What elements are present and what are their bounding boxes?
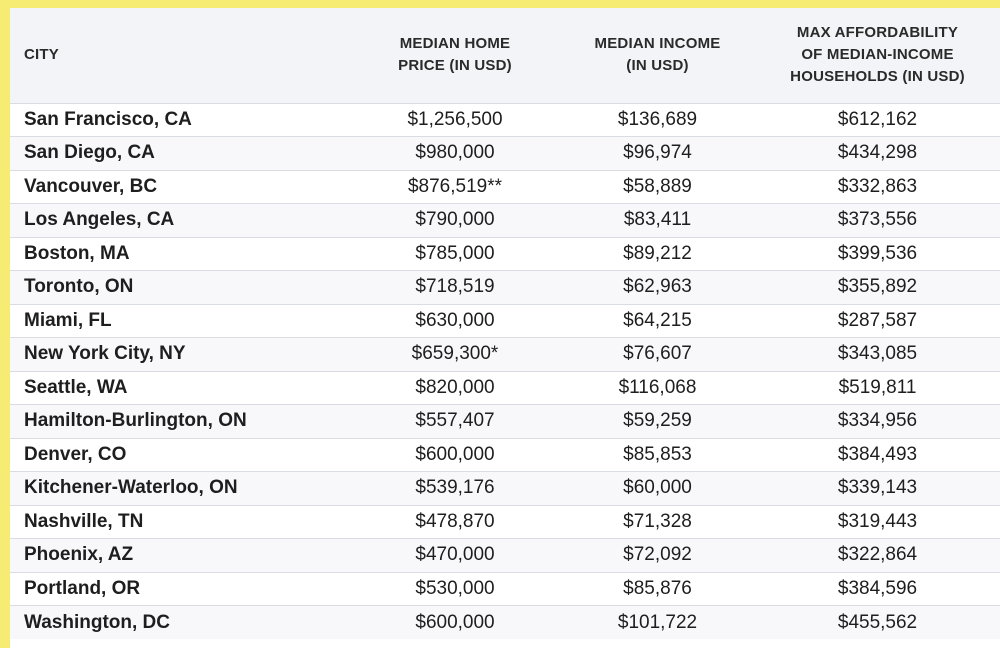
table-row: San Francisco, CA $1,256,500 $136,689 $612,… (10, 103, 1000, 137)
header-row: CITY MEDIAN HOME PRICE (IN USD) MEDIAN IN… (10, 8, 1000, 103)
max-affordability-cell: $399,536 (837, 242, 918, 264)
table-row: Seattle, WA $820,000 $116,068 $519,811 (10, 371, 1000, 405)
table-row: Boston, MA $785,000 $89,212 $399,536 (10, 237, 1000, 271)
table-row: Kitchener-Waterloo, ON $539,176 $60,000 $33… (10, 471, 1000, 505)
median-income-cell: $62,963 (623, 276, 692, 298)
median-income-cell: $64,215 (623, 309, 692, 331)
max-affordability-cell: $384,493 (837, 443, 918, 465)
column-header-median-income: MEDIAN INCOME (IN USD) (594, 35, 721, 75)
city-cell: Seattle, WA (24, 376, 128, 398)
table-row: Toronto, ON $718,519 $62,963 $355,892 (10, 270, 1000, 304)
city-cell: Washington, DC (24, 611, 170, 633)
median-income-cell: $89,212 (623, 242, 692, 264)
city-cell: Kitchener-Waterloo, ON (24, 477, 238, 499)
median-income-cell: $71,328 (623, 510, 692, 532)
max-affordability-cell: $332,863 (837, 175, 918, 197)
city-cell: Vancouver, BC (24, 175, 158, 197)
max-affordability-cell: $343,085 (837, 343, 918, 365)
table-row: Phoenix, AZ $470,000 $72,092 $322,864 (10, 538, 1000, 572)
city-cell: New York City, NY (24, 343, 186, 365)
table-row: New York City, NY $659,300* $76,607 $343,08… (10, 337, 1000, 371)
column-header-max-affordability: MAX AFFORDABILITY OF MEDIAN-INCOME HOUSEHO… (790, 24, 965, 86)
median-income-cell: $83,411 (623, 209, 692, 231)
table-row: San Diego, CA $980,000 $96,974 $434,298 (10, 136, 1000, 170)
median-home-price-cell: $600,000 (415, 611, 495, 633)
max-affordability-cell: $339,143 (837, 477, 918, 499)
median-home-price-cell: $630,000 (415, 309, 495, 331)
median-home-price-cell: $980,000 (415, 142, 495, 164)
median-home-price-cell: $470,000 (415, 544, 495, 566)
max-affordability-cell: $373,556 (837, 209, 918, 231)
city-cell: Boston, MA (24, 242, 130, 264)
median-home-price-cell: $478,870 (415, 510, 495, 532)
table-row: Vancouver, BC $876,519** $58,889 $332,863 (10, 170, 1000, 204)
max-affordability-cell: $287,587 (837, 309, 918, 331)
affordability-table: CITY MEDIAN HOME PRICE (IN USD) MEDIAN IN… (10, 8, 1000, 639)
city-cell: San Diego, CA (24, 142, 155, 164)
median-home-price-cell: $820,000 (415, 376, 495, 398)
max-affordability-cell: $319,443 (837, 510, 918, 532)
median-income-cell: $85,853 (623, 443, 692, 465)
column-header-median-home-price: MEDIAN HOME PRICE (IN USD) (398, 35, 512, 75)
table-header: CITY MEDIAN HOME PRICE (IN USD) MEDIAN IN… (10, 8, 1000, 103)
city-cell: Nashville, TN (24, 510, 144, 532)
median-home-price-cell: $785,000 (415, 242, 495, 264)
median-income-cell: $58,889 (623, 175, 692, 197)
table-body: San Francisco, CA $1,256,500 $136,689 $612,… (10, 103, 1000, 639)
median-income-cell: $60,000 (623, 477, 692, 499)
city-cell: Denver, CO (24, 443, 127, 465)
table-row: Portland, OR $530,000 $85,876 $384,596 (10, 572, 1000, 606)
median-home-price-cell: $600,000 (415, 443, 495, 465)
median-home-price-cell: $539,176 (415, 477, 495, 499)
table-row: Washington, DC $600,000 $101,722 $455,562 (10, 605, 1000, 639)
median-income-cell: $76,607 (623, 343, 692, 365)
city-cell: Los Angeles, CA (24, 209, 175, 231)
table-row: Miami, FL $630,000 $64,215 $287,587 (10, 304, 1000, 338)
median-income-cell: $72,092 (623, 544, 692, 566)
max-affordability-cell: $434,298 (837, 142, 918, 164)
affordability-table-panel: CITY MEDIAN HOME PRICE (IN USD) MEDIAN IN… (10, 8, 1000, 648)
city-cell: Hamilton-Burlington, ON (24, 410, 247, 432)
table-row: Nashville, TN $478,870 $71,328 $319,443 (10, 505, 1000, 539)
median-home-price-cell: $876,519** (407, 175, 503, 197)
max-affordability-cell: $334,956 (837, 410, 918, 432)
median-income-cell: $96,974 (623, 142, 692, 164)
median-income-cell: $136,689 (617, 108, 698, 130)
median-income-cell: $85,876 (623, 577, 692, 599)
median-home-price-cell: $557,407 (415, 410, 495, 432)
max-affordability-cell: $384,596 (837, 577, 918, 599)
max-affordability-cell: $322,864 (837, 544, 918, 566)
median-home-price-cell: $659,300* (411, 343, 499, 365)
table-row: Hamilton-Burlington, ON $557,407 $59,259 $3… (10, 404, 1000, 438)
median-income-cell: $59,259 (623, 410, 692, 432)
median-income-cell: $116,068 (618, 376, 697, 398)
max-affordability-cell: $355,892 (837, 276, 918, 298)
city-cell: Toronto, ON (24, 276, 134, 298)
table-row: Los Angeles, CA $790,000 $83,411 $373,556 (10, 203, 1000, 237)
city-cell: Phoenix, AZ (24, 544, 134, 566)
city-cell: San Francisco, CA (24, 108, 192, 130)
max-affordability-cell: $519,811 (838, 376, 917, 398)
median-home-price-cell: $530,000 (415, 577, 495, 599)
median-home-price-cell: $1,256,500 (407, 108, 503, 130)
table-row: Denver, CO $600,000 $85,853 $384,493 (10, 438, 1000, 472)
city-cell: Portland, OR (24, 577, 141, 599)
column-header-city: CITY (24, 46, 59, 64)
median-home-price-cell: $718,519 (415, 276, 495, 298)
median-income-cell: $101,722 (617, 611, 698, 633)
median-home-price-cell: $790,000 (415, 209, 495, 231)
max-affordability-cell: $612,162 (837, 108, 918, 130)
city-cell: Miami, FL (24, 309, 112, 331)
max-affordability-cell: $455,562 (837, 611, 918, 633)
